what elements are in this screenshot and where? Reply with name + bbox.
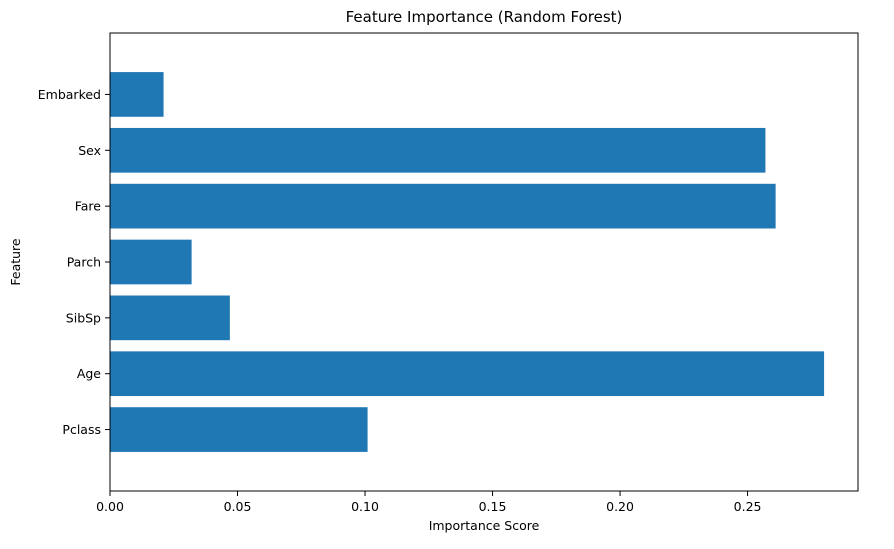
y-tick-label: Fare [75, 199, 102, 214]
bar-sibsp [110, 295, 230, 341]
chart-title: Feature Importance (Random Forest) [346, 8, 623, 26]
x-tick-label: 0.15 [479, 499, 507, 514]
y-axis-label: Feature [8, 238, 23, 286]
x-tick-label: 0.20 [606, 499, 634, 514]
bar-age [110, 351, 825, 397]
x-tick-label: 0.05 [224, 499, 252, 514]
bars-layer [110, 72, 825, 452]
y-tick-label: Embarked [38, 87, 101, 102]
bar-parch [110, 239, 192, 285]
bar-embarked [110, 72, 164, 117]
x-tick-label: 0.25 [734, 499, 762, 514]
y-tick-label: Sex [78, 143, 101, 158]
x-tick-label: 0.10 [351, 499, 379, 514]
axes-layer: 0.00 0.05 0.10 0.15 0.20 0.25 Pclass Age SibSp Pa… [38, 32, 859, 514]
bar-pclass [110, 407, 368, 452]
bar-sex [110, 127, 766, 173]
y-tick-label: Age [77, 366, 101, 381]
y-tick-label: Parch [67, 255, 101, 270]
x-axis-label: Importance Score [429, 518, 540, 533]
y-tick-label: SibSp [66, 310, 101, 325]
x-tick-label: 0.00 [96, 499, 124, 514]
y-tick-label: Pclass [62, 422, 101, 437]
bar-fare [110, 183, 776, 229]
